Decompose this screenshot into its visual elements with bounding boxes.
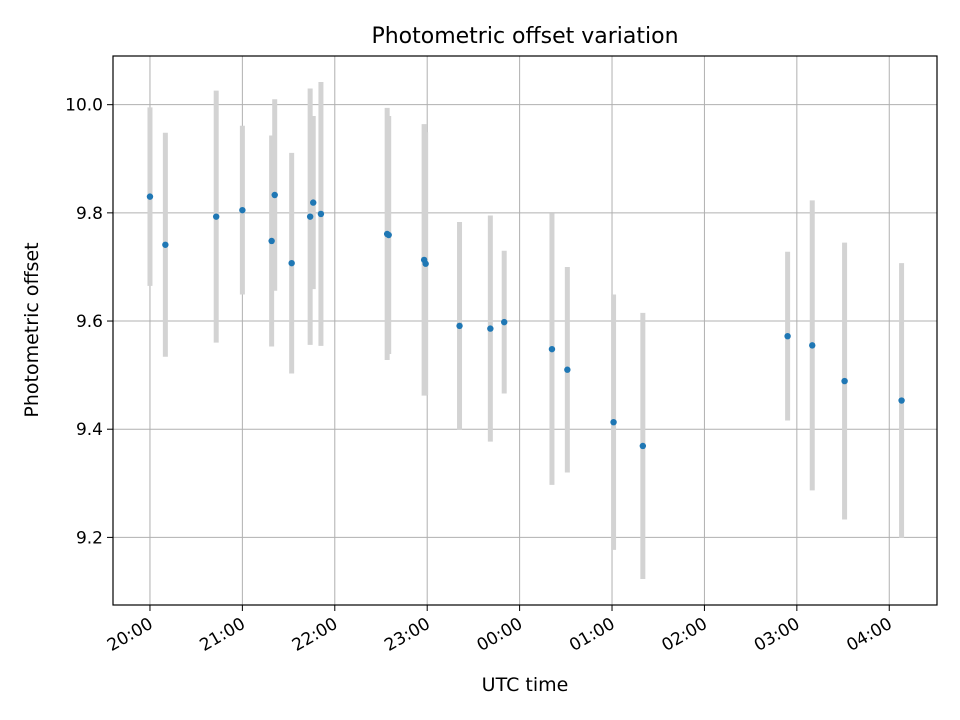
data-point	[317, 210, 325, 218]
data-point	[271, 191, 278, 199]
data-point	[385, 231, 392, 239]
plot-frame	[112, 55, 938, 606]
data-point	[268, 237, 275, 245]
data-point	[146, 193, 154, 200]
data-point	[288, 259, 295, 267]
data-point	[548, 345, 556, 353]
data-point	[841, 377, 848, 385]
y-tick-label: 9.6	[76, 312, 103, 332]
data-point	[487, 325, 494, 332]
data-point	[422, 260, 429, 267]
data-points	[146, 191, 905, 450]
data-point	[639, 442, 647, 450]
data-point	[456, 322, 463, 330]
y-axis-label: Photometric offset	[21, 242, 43, 417]
data-point	[564, 366, 571, 373]
y-tick-label: 9.2	[76, 528, 103, 548]
data-point	[898, 397, 905, 404]
data-point	[501, 318, 508, 326]
data-point	[784, 332, 791, 340]
data-point	[809, 342, 816, 349]
y-tick-label: 9.8	[76, 204, 103, 224]
y-tick-label: 10.0	[65, 96, 103, 116]
data-point	[239, 206, 246, 214]
data-point	[310, 199, 317, 206]
data-point	[162, 241, 169, 248]
x-axis-label: UTC time	[482, 674, 569, 696]
data-point	[212, 213, 220, 220]
y-axis-ticks: 9.2 9.4 9.6 9.8 10.0	[65, 96, 113, 548]
data-point	[610, 418, 617, 426]
y-tick-label: 9.4	[76, 420, 103, 440]
chart-title: Photometric offset variation	[371, 24, 678, 49]
data-point	[306, 213, 314, 220]
